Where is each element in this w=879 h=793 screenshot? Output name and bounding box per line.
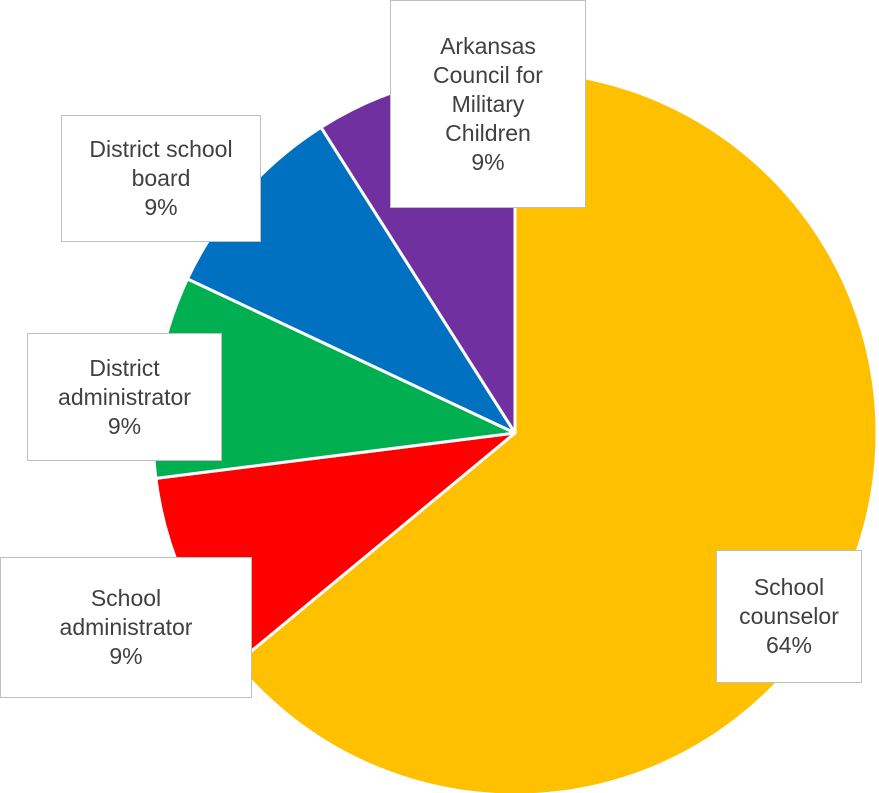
data-label-school-counselor: School counselor 64%	[716, 550, 862, 683]
label-line: Military	[451, 90, 525, 117]
label-line: District school	[89, 136, 233, 162]
data-label-district-administrator: District administrator 9%	[27, 333, 222, 461]
label-line: board	[131, 165, 191, 191]
label-line: administrator	[58, 383, 191, 410]
label-percent: 64%	[765, 632, 813, 658]
label-line: Council for	[433, 61, 543, 88]
label-line: counselor	[739, 603, 839, 629]
label-percent: 9%	[144, 194, 178, 220]
label-line: District	[89, 354, 160, 381]
label-line: Arkansas	[440, 32, 536, 59]
label-line: School	[90, 585, 162, 611]
label-line: administrator	[59, 614, 193, 640]
label-line: School	[753, 574, 825, 600]
data-label-arkansas-council: Arkansas Council for Military Children 9…	[390, 0, 586, 208]
label-percent: 9%	[109, 643, 143, 669]
label-line: Children	[445, 119, 531, 146]
data-label-school-administrator: School administrator 9%	[0, 557, 252, 698]
label-percent: 9%	[471, 148, 505, 175]
data-label-district-school-board: District school board 9%	[61, 115, 261, 242]
label-percent: 9%	[107, 412, 142, 439]
